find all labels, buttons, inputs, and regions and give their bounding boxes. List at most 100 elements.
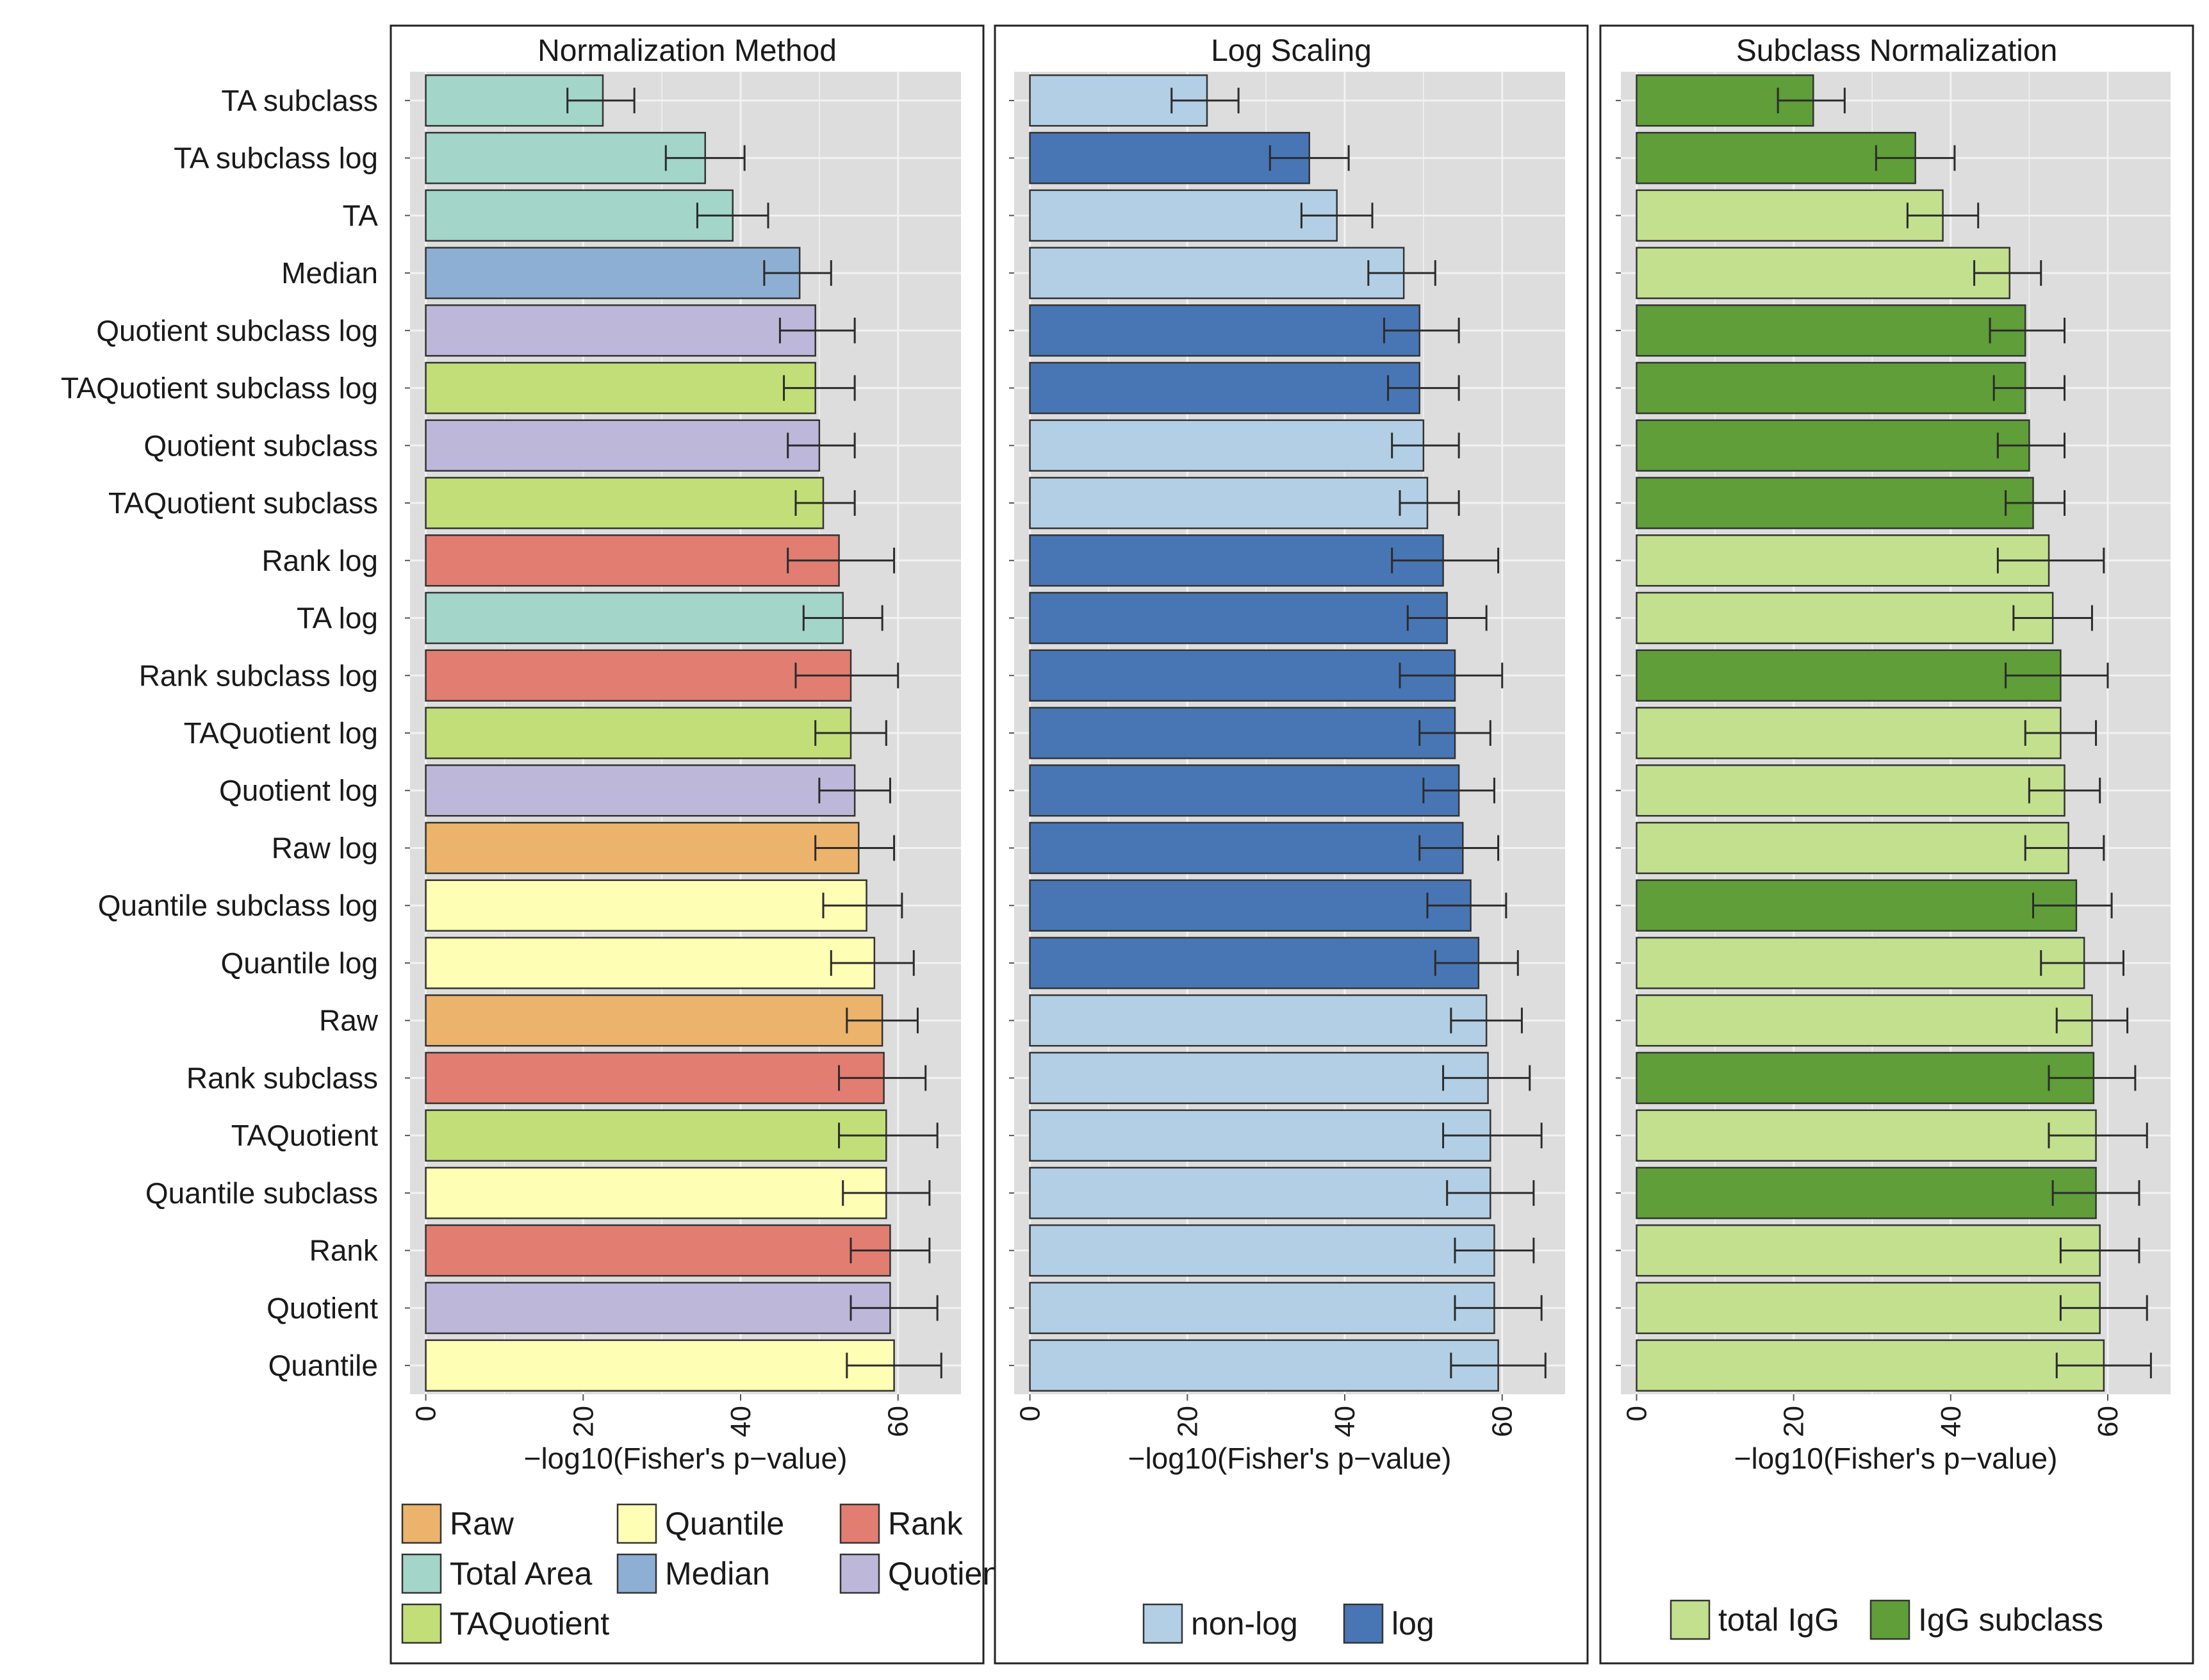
bar-ta <box>1636 189 1944 242</box>
x-tick-label: 20 <box>1172 1406 1203 1437</box>
bar-quotient-log <box>425 764 856 817</box>
bar-taquotient-subclass-log <box>425 361 816 415</box>
bar-rank-subclass-log <box>425 649 852 702</box>
legend-item-quantile: Quantile <box>616 1503 784 1544</box>
x-tick-label: 60 <box>2092 1406 2124 1437</box>
error-bar <box>696 202 769 229</box>
legend-label: log <box>1392 1606 1434 1642</box>
bar-quotient-subclass <box>1636 419 2030 472</box>
error-bar <box>787 547 896 573</box>
x-tick-label: 40 <box>725 1406 757 1437</box>
error-bar <box>2012 605 2093 631</box>
category-label: Rank subclass <box>186 1061 378 1094</box>
error-bar <box>783 375 856 401</box>
category-label: TA log <box>297 602 378 635</box>
error-bar <box>1391 547 1500 573</box>
error-bar <box>1422 777 1495 803</box>
legend-item-igg-subclass: IgG subclass <box>1869 1599 2103 1640</box>
error-bar <box>1391 432 1460 459</box>
error-bar <box>2028 777 2101 803</box>
bar-taquotient-log <box>1636 707 2062 759</box>
legend-label: Quantile <box>665 1506 784 1542</box>
x-tick-label: 0 <box>1622 1406 1653 1421</box>
category-label: Quantile subclass <box>145 1176 378 1210</box>
error-bar <box>2005 663 2109 689</box>
error-bar <box>850 1237 931 1264</box>
legend-swatch <box>1343 1603 1384 1644</box>
legend: Raw Quantile Rank Total Area Median Quotient T… <box>401 1503 1009 1644</box>
bar-taquotient <box>425 1109 887 1162</box>
error-bar <box>814 720 887 746</box>
legend-item-median: Median <box>616 1553 770 1594</box>
error-bar <box>664 145 746 171</box>
category-label: TAQuotient subclass log <box>61 372 378 405</box>
bar-quantile-log <box>1636 937 2085 989</box>
error-bar <box>838 1123 939 1149</box>
bar-quotient-subclass <box>425 419 821 472</box>
bar-raw <box>1029 994 1488 1047</box>
error-bar <box>1418 720 1491 746</box>
x-tick-label: 20 <box>1778 1406 1810 1437</box>
panel-1: Normalization Method 0 20 40 60 −log10(Fisher… <box>390 24 1009 1665</box>
legend-item-taquotient: TAQuotient <box>401 1603 609 1644</box>
category-label: Quotient subclass <box>144 429 378 462</box>
x-axis-title: −log10(Fisher's p−value) <box>1128 1442 1452 1475</box>
bar-taquotient-subclass-log <box>1029 361 1420 415</box>
bar-ta-subclass-log <box>1636 131 1916 185</box>
error-bar <box>2059 1237 2140 1264</box>
error-bar <box>1446 1180 1535 1206</box>
error-bar <box>822 893 903 919</box>
bar-ta-subclass-log <box>425 131 706 185</box>
bar-quotient <box>1029 1281 1495 1335</box>
bar-rank <box>1029 1224 1495 1277</box>
error-bar <box>1399 663 1504 689</box>
error-bar <box>846 1007 919 1034</box>
legend-label: Raw <box>450 1506 514 1542</box>
bar-quotient-subclass-log <box>1636 304 2026 357</box>
error-bar <box>1450 1007 1523 1034</box>
error-bar <box>1399 490 1460 516</box>
bar-rank-subclass <box>1029 1051 1489 1105</box>
x-tick-label: 40 <box>1935 1406 1967 1437</box>
bar-raw <box>425 994 883 1047</box>
legend-swatch <box>616 1503 657 1544</box>
bar-raw-log <box>425 821 860 875</box>
bar-quotient-subclass-log <box>425 304 816 357</box>
legend-swatch <box>401 1503 442 1544</box>
bar-median <box>425 247 801 299</box>
x-tick-label: 60 <box>1487 1406 1518 1437</box>
error-bar <box>1387 375 1460 401</box>
bar-taquotient-log <box>1029 707 1456 759</box>
error-bar <box>802 605 883 631</box>
error-bar <box>1406 605 1488 631</box>
error-bar <box>1442 1065 1531 1091</box>
error-bar <box>1442 1123 1543 1149</box>
category-label: Quantile subclass log <box>98 889 378 922</box>
bar-rank-subclass-log <box>1636 649 2062 702</box>
bar-median <box>1636 247 2010 299</box>
legend-item-total-area: Total Area <box>401 1553 593 1594</box>
bar-rank-log <box>1636 534 2050 587</box>
error-bar <box>1434 950 1519 976</box>
legend-item-total-igg: total IgG <box>1670 1599 1839 1640</box>
bar-quantile-subclass <box>425 1167 887 1219</box>
bar-ta <box>1029 189 1338 242</box>
bar-quantile-subclass <box>1029 1167 1491 1219</box>
bar-rank-subclass-log <box>1029 649 1456 702</box>
error-bar <box>846 1353 942 1379</box>
error-bar <box>814 835 896 861</box>
legend-item-non-log: non-log <box>1142 1603 1298 1644</box>
error-bar <box>763 260 832 286</box>
bar-taquotient-subclass <box>425 477 825 529</box>
bar-taquotient-subclass <box>1029 477 1429 529</box>
legend-label: Quotient <box>888 1556 1009 1592</box>
error-bar <box>850 1295 939 1321</box>
error-bar <box>1383 317 1460 343</box>
legend-label: total IgG <box>1718 1602 1839 1638</box>
legend-swatch <box>401 1603 442 1644</box>
legend-item-raw: Raw <box>401 1503 514 1544</box>
error-bar <box>2059 1295 2148 1321</box>
bar-taquotient-log <box>425 707 852 759</box>
panel-2: Log Scaling 0 20 40 60 −log10(Fisher's p−valu… <box>994 24 1589 1665</box>
category-label: Median <box>281 256 378 290</box>
